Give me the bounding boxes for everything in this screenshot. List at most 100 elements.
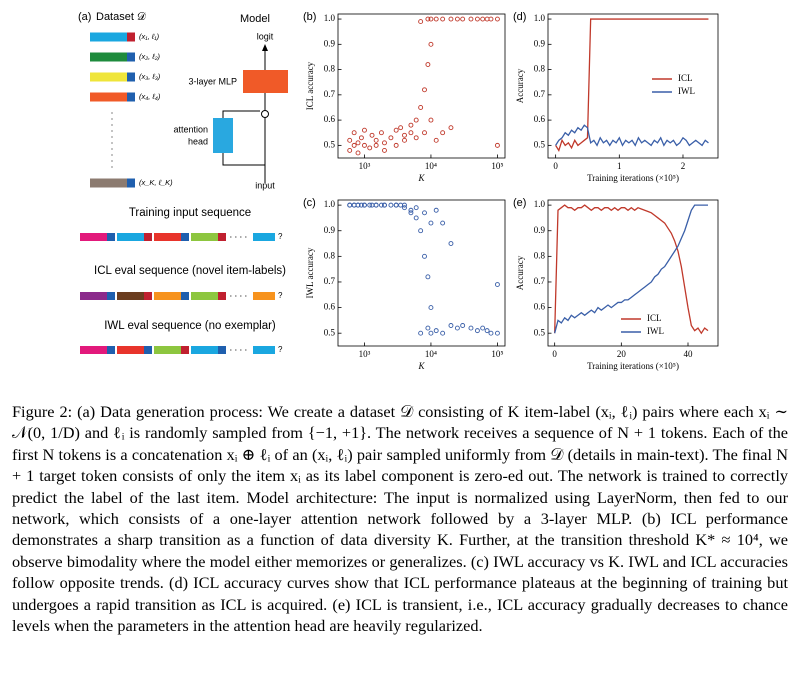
query-token [253,233,275,241]
x-tick-label: 40 [684,349,694,359]
x-tick-label: 10³ [359,349,371,359]
label-bar [127,178,135,188]
point [460,323,466,328]
point [402,202,407,208]
model-title: Model [240,13,270,25]
x-axis-label: Training iterations (×10⁵) [587,173,679,183]
item-bar [90,32,127,42]
token-label [107,233,115,241]
item-label: (x₃, ℓ₃) [139,72,161,81]
point [347,137,353,143]
token [154,233,181,241]
point [355,140,361,146]
point [402,205,407,211]
point [425,16,431,22]
point [418,105,424,110]
point [367,145,373,151]
figure: (a) Dataset 𝒟 Model logit 3-layer MLP at… [78,11,719,371]
point [448,241,454,246]
point [347,202,353,208]
chart: (b) 0.5 0.6 0.7 0.8 0.9 1.0 10³ 10⁴ 10⁵ K ICL accur… [303,11,506,183]
point [422,210,427,216]
token [154,292,181,300]
panel-label: (b) [303,11,316,23]
legend: ICL IWL [652,73,695,96]
point [369,132,375,138]
point [373,142,379,148]
series-line [554,204,708,334]
chart: (e) 0.5 0.6 0.7 0.8 0.9 1.0 0 20 40 Training itera… [513,197,719,371]
point [474,16,480,22]
panel-label: (a) [78,11,91,23]
sum-node [261,110,269,118]
point [468,16,474,22]
x-tick-label: 2 [681,161,686,171]
y-tick-label: 0.7 [534,89,546,99]
y-tick-label: 0.9 [534,225,546,235]
legend: ICL IWL [621,313,664,336]
token [154,346,181,354]
label-bar [127,32,135,42]
point [433,137,439,143]
y-tick-label: 0.6 [324,302,336,312]
item-label: (x₄, ℓ₄) [139,92,161,101]
plot-frame [547,199,719,347]
attention-label: attention [173,124,208,134]
chart: (c) 0.5 0.6 0.7 0.8 0.9 1.0 10³ 10⁴ 10⁵ K IWL accur… [303,197,506,371]
attention-label: head [188,136,208,146]
point [425,62,431,67]
point [428,117,434,123]
y-axis-label: Accuracy [515,68,525,103]
point [454,325,460,331]
token-label [181,346,189,354]
point [418,228,424,234]
point [393,142,399,148]
token-label [144,346,152,354]
point [488,16,494,22]
legend-label: ICL [678,73,693,83]
x-tick-label: 10⁵ [491,349,503,359]
x-tick-label: 0 [553,161,558,171]
x-axis-label: K [417,173,425,183]
legend-label: IWL [647,326,664,336]
dataset-title: Dataset 𝒟 [96,11,146,23]
plot-frame [337,13,506,159]
query-mark: ? [278,345,283,354]
y-tick-label: 0.6 [324,114,336,124]
attention-path [222,153,265,166]
point [362,202,367,208]
point [440,130,446,136]
point [494,330,500,336]
point [428,305,434,311]
token [80,346,107,354]
y-tick-label: 0.8 [324,250,336,260]
token-label [144,233,152,241]
point [494,142,500,148]
point [428,330,434,336]
point [460,16,466,22]
token [117,292,144,300]
point [398,202,404,208]
point [388,202,394,208]
point [358,135,364,141]
point [413,205,419,211]
caption: Figure 2: (a) Data generation process: W… [12,402,788,636]
y-tick-label: 0.7 [324,89,336,99]
point [494,16,500,22]
point [393,127,399,133]
point [398,125,404,131]
point [351,202,357,208]
label-bar [127,72,135,82]
sequence-title: ICL eval sequence (novel item-labels) [94,265,286,277]
point [422,87,427,93]
point [408,207,414,213]
series-line [554,204,709,335]
point [355,202,361,208]
x-tick-label: 10⁵ [491,161,503,171]
token-label [107,292,115,300]
y-tick-label: 0.9 [324,38,336,48]
y-tick-label: 0.7 [534,276,546,286]
point [382,147,387,153]
point [428,220,434,226]
